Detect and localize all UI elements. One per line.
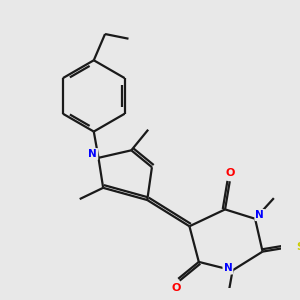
Text: N: N — [224, 263, 232, 274]
Text: O: O — [225, 168, 235, 178]
Text: N: N — [255, 210, 264, 220]
Text: N: N — [88, 149, 97, 159]
Text: S: S — [296, 242, 300, 252]
Text: O: O — [172, 283, 181, 293]
